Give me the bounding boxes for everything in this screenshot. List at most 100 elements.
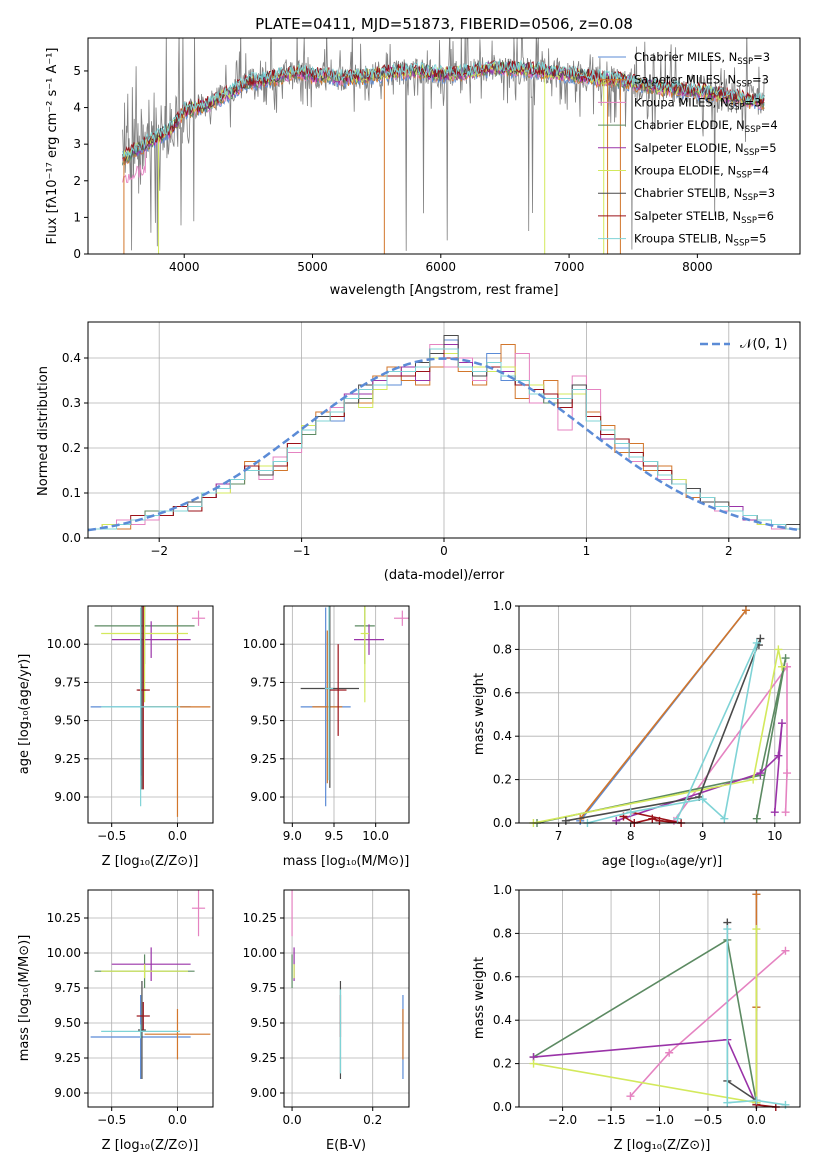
- legend-label-salpeter_elodie: Salpeter ELODIE, NSSP=5: [634, 141, 777, 158]
- legend-text: Salpeter STELIB, N: [634, 209, 741, 223]
- weight-marker-kroupa_miles: [783, 769, 792, 778]
- y-tick-label: 9.00: [250, 790, 277, 804]
- legend-label-kroupa_stelib: Kroupa STELIB, NSSP=5: [634, 232, 766, 249]
- y-tick-label: 4: [73, 101, 81, 115]
- histogram-step-kroupa_stelib: [88, 348, 800, 530]
- y-tick-label: 0.3: [62, 396, 81, 410]
- mw-z-ylabel: mass weight: [472, 957, 487, 1039]
- x-tick-label: 8: [627, 829, 635, 843]
- y-tick-label: 10.00: [243, 946, 277, 960]
- weight-marker-kroupa_elodie: [774, 645, 783, 654]
- y-tick-label: 10.00: [47, 946, 81, 960]
- axes-frame-2: [87, 605, 214, 824]
- weight-line-kroupa_stelib: [587, 642, 758, 824]
- axes-frame-3: [283, 605, 410, 824]
- legend-label-salpeter_miles: Salpeter MILES, NSSP=3: [634, 73, 769, 90]
- x-tick-label: 0.0: [168, 1113, 187, 1127]
- y-tick-label: 0.4: [493, 729, 512, 743]
- x-tick-label: 9: [699, 829, 707, 843]
- weight-marker-chabrier_elodie: [781, 654, 790, 663]
- legend-subscript: SSP: [741, 216, 757, 226]
- age-z-ylabel: age [log₁₀(age/yr)]: [17, 654, 32, 775]
- legend-count: =4: [761, 118, 778, 132]
- axes-layer: 4000 5000 6000 7000 8000 0 1 2 3 4 5 Chabrier MILES…: [47, 37, 801, 1127]
- weight-line-chabrier_elodie: [536, 657, 787, 824]
- x-tick-label: −0.5: [693, 1113, 722, 1127]
- weight-marker-chabrier_stelib: [756, 634, 765, 643]
- mw-age-ylabel: mass weight: [472, 673, 487, 755]
- y-tick-label: 0.2: [493, 1057, 512, 1071]
- legend-count: =3: [758, 186, 775, 200]
- x-tick-label: 0.0: [168, 829, 187, 843]
- x-tick-label: 5000: [297, 260, 328, 274]
- legend-count: =5: [749, 232, 766, 246]
- legend-label-chabrier_elodie: Chabrier ELODIE, NSSP=4: [634, 118, 778, 135]
- weight-marker-kroupa_stelib: [720, 814, 729, 823]
- legend-count: =5: [760, 141, 777, 155]
- y-tick-label: 0.8: [493, 642, 512, 656]
- spectrum-xlabel: wavelength [Angstrom, rest frame]: [330, 283, 559, 298]
- weight-line-salpeter_miles: [579, 609, 747, 820]
- legend-text: Salpeter MILES, N: [634, 73, 736, 87]
- weight-marker-kroupa_elodie: [529, 1059, 538, 1068]
- x-tick-label: −0.5: [97, 1113, 126, 1127]
- legend-count: =3: [752, 73, 769, 87]
- weight-marker-kroupa_stelib: [673, 814, 682, 823]
- y-tick-label: 0.0: [493, 816, 512, 830]
- age-mass-xlabel: mass [log₁₀(M/M⊙)]: [283, 854, 410, 869]
- legend-label-chabrier_miles: Chabrier MILES, NSSP=3: [634, 50, 770, 67]
- residuals-plot: [88, 335, 800, 532]
- weight-marker-kroupa_miles: [781, 808, 790, 817]
- y-tick-label: 9.25: [54, 752, 81, 766]
- y-tick-label: 9.50: [54, 1016, 81, 1030]
- spectrum-ylabel: Flux [fλ10⁻¹⁷ erg cm⁻² s⁻¹ A⁻¹]: [45, 48, 60, 245]
- legend-subscript: SSP: [736, 80, 752, 90]
- legend-count: =4: [752, 164, 769, 178]
- residuals-xlabel: (data-model)/error: [384, 568, 505, 583]
- x-tick-label: −0.5: [97, 829, 126, 843]
- y-tick-label: 5: [73, 64, 81, 78]
- y-tick-label: 9.25: [250, 752, 277, 766]
- y-tick-label: 9.50: [250, 1016, 277, 1030]
- weight-line-salpeter_stelib: [623, 811, 682, 824]
- x-tick-label: 6000: [426, 260, 457, 274]
- y-tick-label: 1.0: [493, 883, 512, 897]
- x-tick-label: −1: [293, 544, 311, 558]
- weight-marker-chabrier_elodie: [752, 814, 761, 823]
- x-tick-label: 0.0: [747, 1113, 766, 1127]
- weight-marker-kroupa_stelib: [752, 638, 761, 647]
- weight-marker-kroupa_stelib: [752, 1096, 761, 1105]
- y-tick-label: 9.00: [54, 1086, 81, 1100]
- x-tick-label: 2: [725, 544, 733, 558]
- y-tick-label: 10.00: [243, 637, 277, 651]
- axes-frame-0: [87, 37, 801, 255]
- y-tick-label: 0.6: [493, 686, 512, 700]
- legend-count: =3: [753, 50, 770, 64]
- model-spectrum-line-kroupa_stelib: [122, 59, 765, 158]
- model-spectrum-line-chabrier_stelib: [122, 60, 765, 162]
- x-tick-label: 0: [440, 544, 448, 558]
- legend-count: =6: [757, 209, 774, 223]
- y-tick-label: 0.1: [62, 486, 81, 500]
- x-tick-label: 0.0: [283, 1113, 302, 1127]
- legend-subscript: SSP: [737, 57, 753, 67]
- age_vs_mass-points: [300, 606, 409, 807]
- legend-text: Kroupa STELIB, N: [634, 232, 734, 246]
- weight-marker-kroupa_stelib: [723, 925, 732, 934]
- y-tick-label: 0.6: [493, 970, 512, 984]
- y-tick-label: 9.00: [250, 1086, 277, 1100]
- y-tick-label: 1.0: [493, 599, 512, 613]
- x-tick-label: 0.2: [363, 1113, 382, 1127]
- y-tick-label: 9.75: [250, 675, 277, 689]
- mass_vs_ebv-points: [291, 890, 404, 1079]
- weight-marker-salpeter_miles: [741, 606, 750, 615]
- x-tick-label: 8000: [682, 260, 713, 274]
- y-tick-label: 0.2: [493, 773, 512, 787]
- axes-frame-5: [87, 889, 214, 1108]
- weight-marker-salpeter_elodie: [756, 769, 765, 778]
- y-tick-label: 10.25: [47, 911, 81, 925]
- weight-line-kroupa_miles: [673, 664, 788, 822]
- y-tick-label: 0.2: [62, 441, 81, 455]
- y-tick-label: 0.8: [493, 926, 512, 940]
